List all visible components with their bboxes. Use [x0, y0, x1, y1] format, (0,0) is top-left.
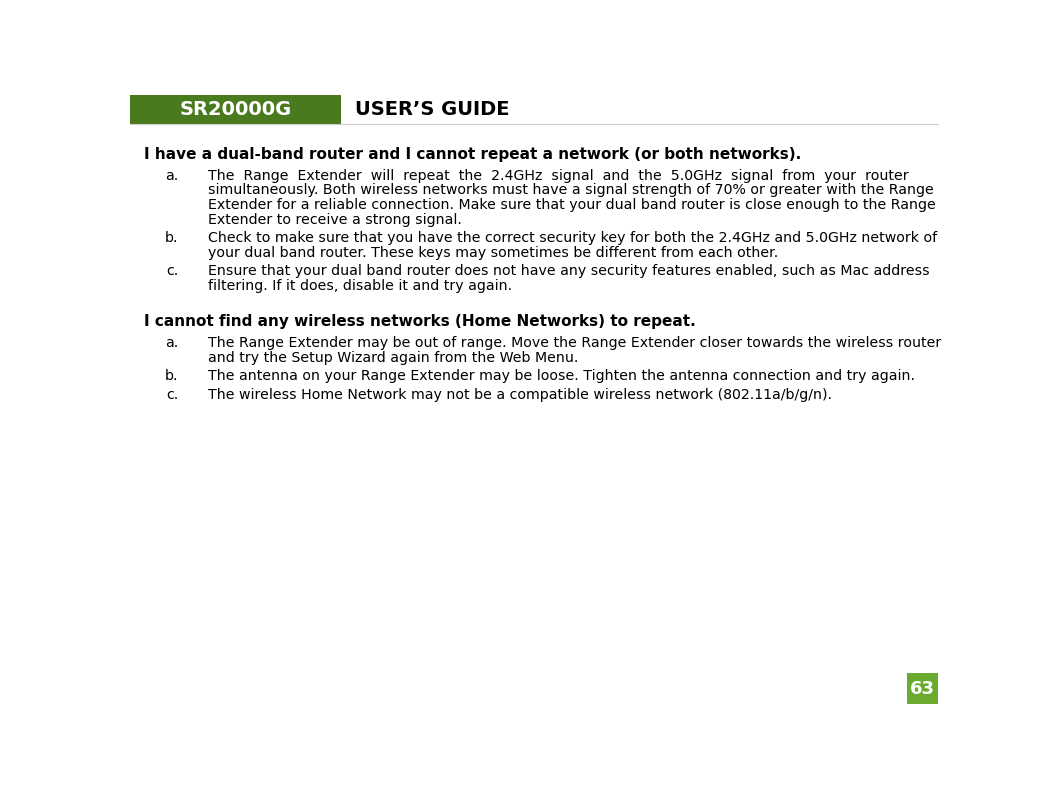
Text: your dual band router. These keys may sometimes be different from each other.: your dual band router. These keys may so…: [207, 246, 778, 259]
Text: The  Range  Extender  will  repeat  the  2.4GHz  signal  and  the  5.0GHz  signa: The Range Extender will repeat the 2.4GH…: [207, 168, 909, 183]
Text: Check to make sure that you have the correct security key for both the 2.4GHz an: Check to make sure that you have the cor…: [207, 231, 937, 245]
Text: I have a dual-band router and I cannot repeat a network (or both networks).: I have a dual-band router and I cannot r…: [144, 147, 801, 162]
Bar: [130, 95, 341, 124]
Text: filtering. If it does, disable it and try again.: filtering. If it does, disable it and tr…: [207, 279, 512, 293]
Text: c.: c.: [166, 264, 178, 278]
Text: c.: c.: [166, 388, 178, 402]
Bar: [907, 673, 938, 704]
Text: SR20000G: SR20000G: [179, 100, 292, 119]
Text: a.: a.: [165, 168, 178, 183]
Text: The antenna on your Range Extender may be loose. Tighten the antenna connection : The antenna on your Range Extender may b…: [207, 369, 915, 383]
Text: Extender for a reliable connection. Make sure that your dual band router is clos: Extender for a reliable connection. Make…: [207, 198, 936, 212]
Text: a.: a.: [165, 336, 178, 350]
Text: b.: b.: [165, 231, 178, 245]
Text: The wireless Home Network may not be a compatible wireless network (802.11a/b/g/: The wireless Home Network may not be a c…: [207, 388, 832, 402]
Text: The Range Extender may be out of range. Move the Range Extender closer towards t: The Range Extender may be out of range. …: [207, 336, 941, 350]
Text: Ensure that your dual band router does not have any security features enabled, s: Ensure that your dual band router does n…: [207, 264, 929, 278]
Text: Extender to receive a strong signal.: Extender to receive a strong signal.: [207, 213, 462, 227]
Text: USER’S GUIDE: USER’S GUIDE: [355, 100, 510, 119]
Text: simultaneously. Both wireless networks must have a signal strength of 70% or gre: simultaneously. Both wireless networks m…: [207, 184, 934, 198]
Text: 63: 63: [910, 679, 935, 698]
Text: b.: b.: [165, 369, 178, 383]
Text: and try the Setup Wizard again from the Web Menu.: and try the Setup Wizard again from the …: [207, 350, 578, 365]
Text: I cannot find any wireless networks (Home Networks) to repeat.: I cannot find any wireless networks (Hom…: [144, 314, 696, 329]
